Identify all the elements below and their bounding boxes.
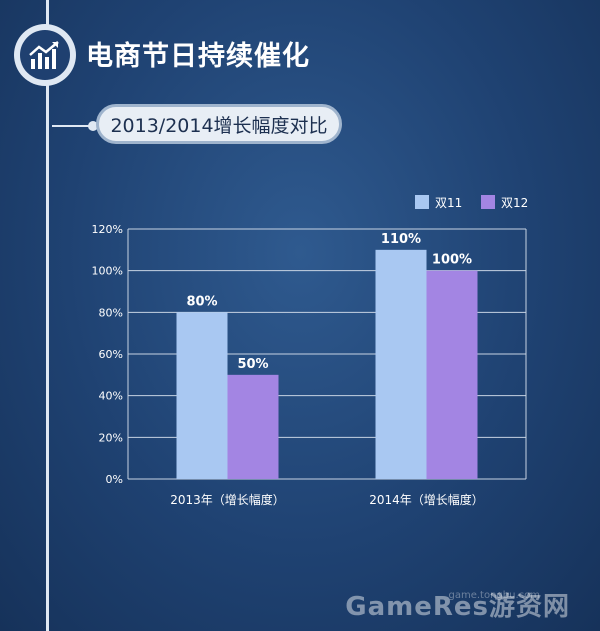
y-tick-label: 60% [99, 348, 123, 361]
legend-swatch [415, 195, 429, 209]
x-category-label: 2014年（增长幅度） [369, 492, 484, 507]
legend-swatch [481, 195, 495, 209]
timeline-connector [52, 125, 96, 127]
y-tick-label: 100% [92, 265, 123, 278]
bar-1-2 [375, 249, 427, 479]
bar-chart-growth-icon [14, 24, 76, 86]
bar-1-1 [176, 312, 228, 479]
y-tick-label: 40% [99, 390, 123, 403]
legend-label: 双11 [435, 196, 462, 210]
y-tick-label: 80% [99, 306, 123, 319]
bar-2-2 [426, 270, 478, 479]
subtitle-pill: 2013/2014增长幅度对比 [96, 104, 342, 144]
chart-subtitle: 2013/2014增长幅度对比 [110, 114, 328, 137]
timeline-dot [88, 121, 98, 131]
timeline-line [46, 0, 49, 631]
watermark-url: game.tongbu.com [448, 590, 541, 601]
data-label: 100% [432, 253, 472, 268]
x-category-label: 2013年（增长幅度） [170, 492, 285, 507]
data-label: 80% [186, 294, 217, 309]
y-tick-label: 120% [92, 223, 123, 236]
y-tick-label: 20% [99, 431, 123, 444]
bar-2-1 [227, 374, 279, 479]
page-title: 电商节日持续催化 [86, 41, 310, 72]
data-label: 110% [381, 232, 421, 247]
legend-label: 双12 [501, 196, 528, 210]
watermark: GameRes游资网 [345, 592, 570, 622]
y-tick-label: 0% [106, 473, 123, 486]
data-label: 50% [237, 357, 268, 372]
